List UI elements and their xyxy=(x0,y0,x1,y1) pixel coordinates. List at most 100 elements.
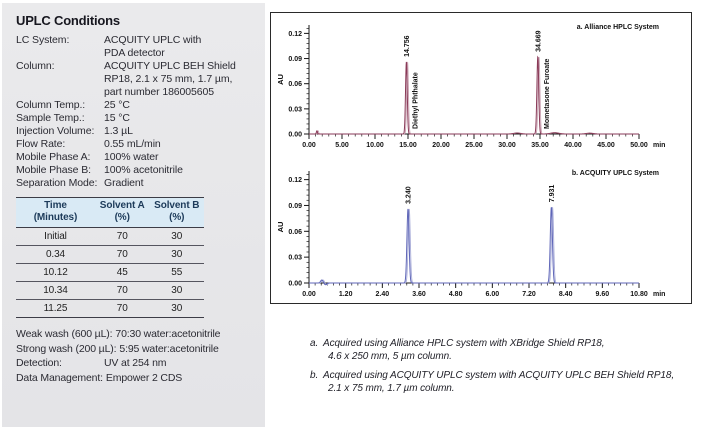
condition-row: Mobile Phase B: 100% acetonitrile xyxy=(16,164,259,177)
condition-value-line: ACQUITY UPLC with xyxy=(104,34,202,46)
peak-rt-label: 7.931 xyxy=(549,185,556,203)
chart-title: a. Alliance HPLC System xyxy=(577,24,659,31)
gradient-table-cell: 10.12 xyxy=(16,263,95,282)
panel-title: UPLC Conditions xyxy=(16,13,120,28)
condition-footer-label: Detection: xyxy=(16,357,62,369)
condition-value: 25 °C xyxy=(104,99,259,112)
x-tick-label: 30.00 xyxy=(498,142,516,149)
footnote: b. Acquired using ACQUITY UPLC system wit… xyxy=(310,369,695,395)
x-tick-label: 0.00 xyxy=(302,291,316,298)
gradient-table-cell: 70 xyxy=(94,299,150,318)
gradient-header-cell: Solvent A (%) xyxy=(94,197,150,228)
chromatogram-svg: 0.00 0.03 0.06 0.09 0.12 0.00 5.00 10.00 15.00 20… xyxy=(276,24,665,298)
y-tick-label: 0.09 xyxy=(288,56,302,63)
condition-footer-row: Weak wash (600 µL): 70:30 water:acetonitr… xyxy=(16,327,259,342)
condition-footer-row: Detection: UV at 254 nm xyxy=(16,356,259,371)
gradient-table-cell: 70 xyxy=(94,245,150,264)
gradient-header-line: Time xyxy=(44,200,67,211)
condition-footer-label: Weak wash (600 µL): xyxy=(16,328,113,340)
gradient-table-cell: 30 xyxy=(149,299,204,318)
gradient-table-body: Initial 70 30 0.34 70 30 10.12 45 55 10.34 70 30 11.… xyxy=(16,227,204,318)
x-tick-label: 5.00 xyxy=(335,142,349,149)
y-tick-label: 0.06 xyxy=(288,229,302,236)
figure-area: 0.00 0.03 0.06 0.09 0.12 0.00 5.00 10.00 15.00 20… xyxy=(270,12,698,401)
gradient-table-cell: 10.34 xyxy=(16,281,95,300)
uplc-conditions-panel: UPLC Conditions LC System: ACQUITY UPLC w… xyxy=(2,3,265,427)
condition-value: 15 °C xyxy=(104,112,259,125)
gradient-table-cell: 70 xyxy=(94,281,150,300)
gradient-table-row: 11.25 70 30 xyxy=(16,299,204,318)
x-tick-label: 0.00 xyxy=(302,142,316,149)
condition-value: 100% acetonitrile xyxy=(104,164,259,177)
condition-footer-value: UV at 254 nm xyxy=(104,357,167,369)
x-tick-label: 4.80 xyxy=(449,291,463,298)
condition-value: ACQUITY UPLC BEH Shield RP18, 2.1 x 75 mm… xyxy=(104,60,259,99)
footnote-marker: a. xyxy=(310,338,319,349)
gradient-table-cell: 30 xyxy=(149,245,204,264)
y-tick-label: 0.06 xyxy=(288,81,302,88)
condition-footer-label: Strong wash (200 µL): xyxy=(16,342,117,355)
gradient-header-line: Solvent B xyxy=(154,200,200,211)
condition-label: Column: xyxy=(16,60,55,72)
gradient-header-line: (%) xyxy=(114,212,130,223)
conditions-list: LC System: ACQUITY UPLC with PDA detector C… xyxy=(16,34,259,190)
condition-row: Column: ACQUITY UPLC BEH Shield RP18, 2.1 … xyxy=(16,60,259,99)
footnote-text: Acquired using Alliance HPLC system with… xyxy=(323,337,605,363)
condition-value: 1.3 µL xyxy=(104,125,259,138)
y-axis-title: AU xyxy=(276,222,285,233)
x-tick-label: 50.00 xyxy=(630,142,648,149)
y-tick-label: 0.03 xyxy=(288,255,302,262)
peak-rt-label: 3.240 xyxy=(406,186,413,204)
condition-label: Mobile Phase A: xyxy=(16,151,91,163)
y-tick-label: 0.12 xyxy=(288,31,302,38)
condition-footer-row: Data Management: Empower 2 CDS xyxy=(16,371,259,386)
condition-label: Injection Volume: xyxy=(16,125,95,137)
footnote-text: Acquired using ACQUITY UPLC system with … xyxy=(323,369,674,395)
chromatogram-box: 0.00 0.03 0.06 0.09 0.12 0.00 5.00 10.00 15.00 20… xyxy=(270,12,692,304)
x-tick-label: 45.00 xyxy=(597,142,615,149)
condition-row: Sample Temp.: 15 °C xyxy=(16,112,259,125)
condition-label: Sample Temp.: xyxy=(16,112,85,124)
gradient-table-cell: 30 xyxy=(149,281,204,300)
x-tick-label: 3.60 xyxy=(412,291,426,298)
gradient-table: Time (Minutes) Solvent A (%) Solvent B (%) In… xyxy=(16,197,204,318)
footnote-line: 2.1 x 75 mm, 1.7 µm column. xyxy=(328,383,455,394)
x-tick-label: 10.80 xyxy=(630,291,648,298)
y-tick-label: 0.03 xyxy=(288,106,302,113)
condition-value-line: ACQUITY UPLC BEH Shield xyxy=(104,60,236,72)
x-axis-unit: min xyxy=(653,142,665,149)
condition-label: Separation Mode: xyxy=(16,177,98,189)
x-tick-label: 2.40 xyxy=(376,291,390,298)
x-tick-label: 25.00 xyxy=(465,142,483,149)
condition-row: Column Temp.: 25 °C xyxy=(16,99,259,112)
condition-label: Column Temp.: xyxy=(16,99,86,111)
trace-main xyxy=(309,207,639,286)
condition-label: Mobile Phase B: xyxy=(16,164,91,176)
condition-value: ACQUITY UPLC with PDA detector xyxy=(104,34,259,60)
x-axis-unit: min xyxy=(653,291,665,298)
condition-footer-value: 5:95 water:acetonitrile xyxy=(119,342,219,355)
y-tick-label: 0.00 xyxy=(288,132,302,139)
x-tick-label: 20.00 xyxy=(432,142,450,149)
gradient-header-line: (%) xyxy=(169,212,185,223)
condition-value-line: 0.55 mL/min xyxy=(104,138,161,150)
x-tick-label: 35.00 xyxy=(531,142,549,149)
y-tick-label: 0.00 xyxy=(288,281,302,288)
condition-row: LC System: ACQUITY UPLC with PDA detector xyxy=(16,34,259,60)
condition-value-line: 1.3 µL xyxy=(104,125,133,137)
condition-value-line: 25 °C xyxy=(104,99,130,111)
condition-value-line: PDA detector xyxy=(104,47,165,59)
x-tick-label: 15.00 xyxy=(399,142,417,149)
gradient-table-cell: 0.34 xyxy=(16,245,95,264)
y-tick-label: 0.09 xyxy=(288,203,302,210)
peak-compound-label: Diethyl Phthalate xyxy=(412,72,419,129)
trace-replicate xyxy=(309,56,639,135)
x-tick-label: 9.60 xyxy=(596,291,610,298)
condition-label: Flow Rate: xyxy=(16,138,66,150)
gradient-table-cell: 30 xyxy=(149,227,204,246)
condition-row: Injection Volume: 1.3 µL xyxy=(16,125,259,138)
gradient-header-line: Solvent A xyxy=(99,200,145,211)
y-tick-label: 0.12 xyxy=(288,177,302,184)
peak-rt-label: 34.669 xyxy=(535,30,542,52)
